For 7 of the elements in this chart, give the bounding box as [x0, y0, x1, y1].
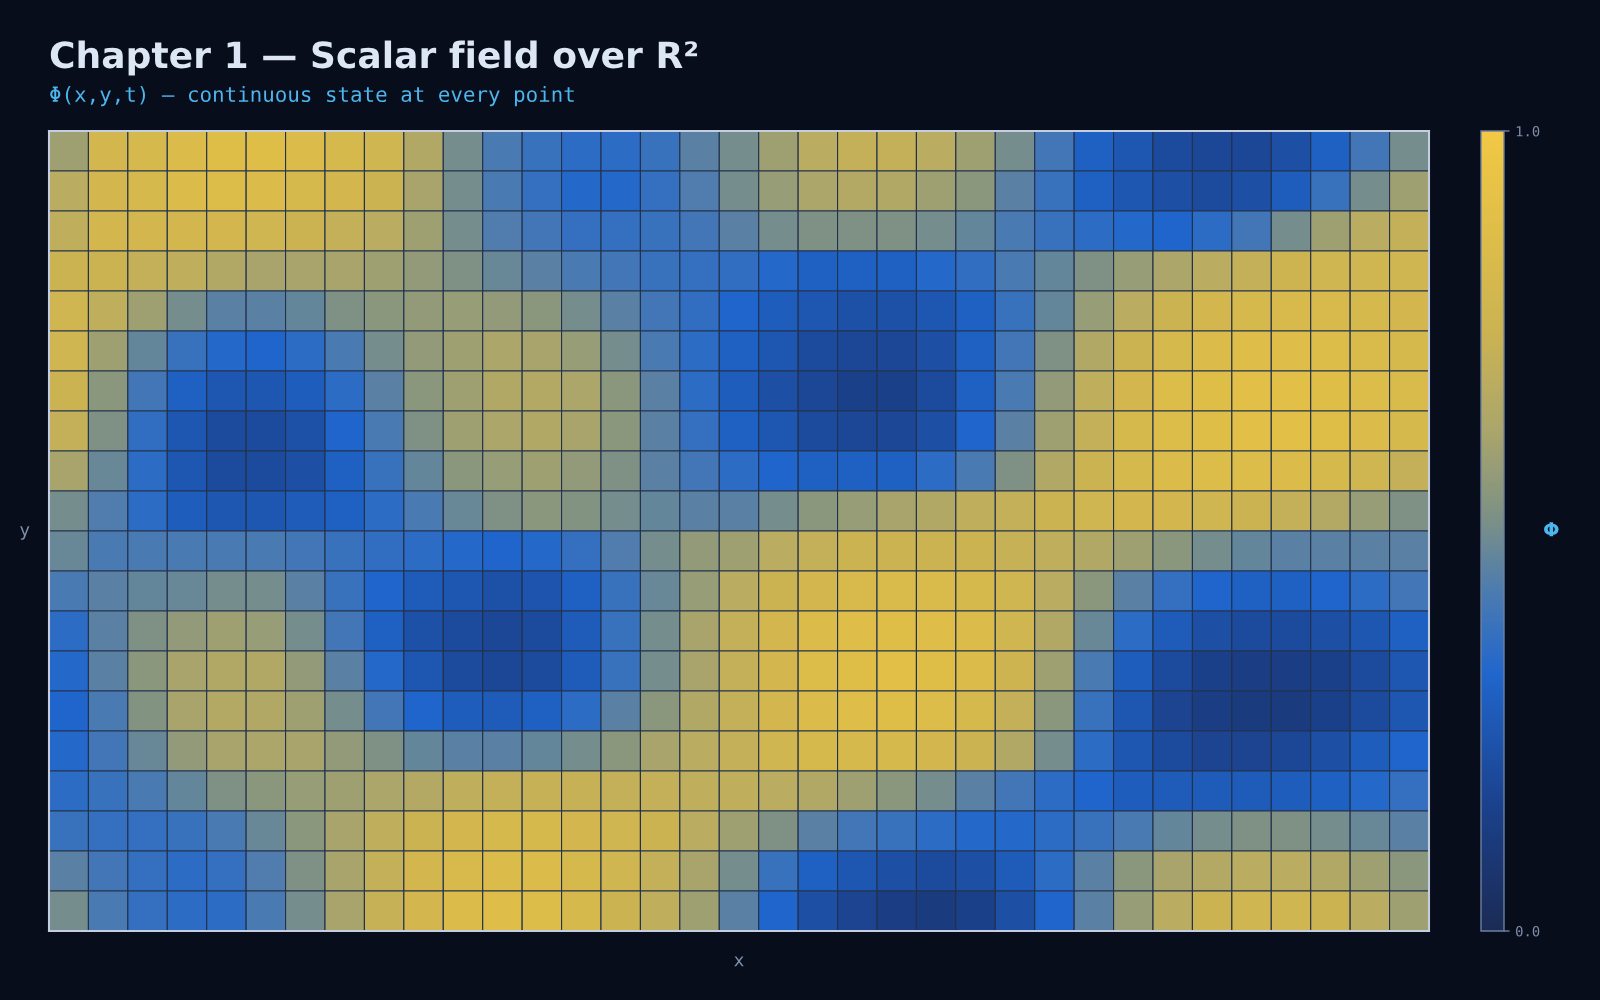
chart-subtitle: Φ(x,y,t) — continuous state at every point	[50, 85, 574, 107]
x-axis-title: x	[734, 956, 744, 967]
color-bar-title: Φ	[1544, 522, 1559, 537]
y-axis-title: y	[20, 526, 30, 540]
chart-title: Chapter 1 — Scalar field over R²	[50, 40, 698, 76]
color-bar-label: 0.0	[1516, 926, 1540, 937]
color-bar-label: 1.0	[1516, 126, 1540, 137]
